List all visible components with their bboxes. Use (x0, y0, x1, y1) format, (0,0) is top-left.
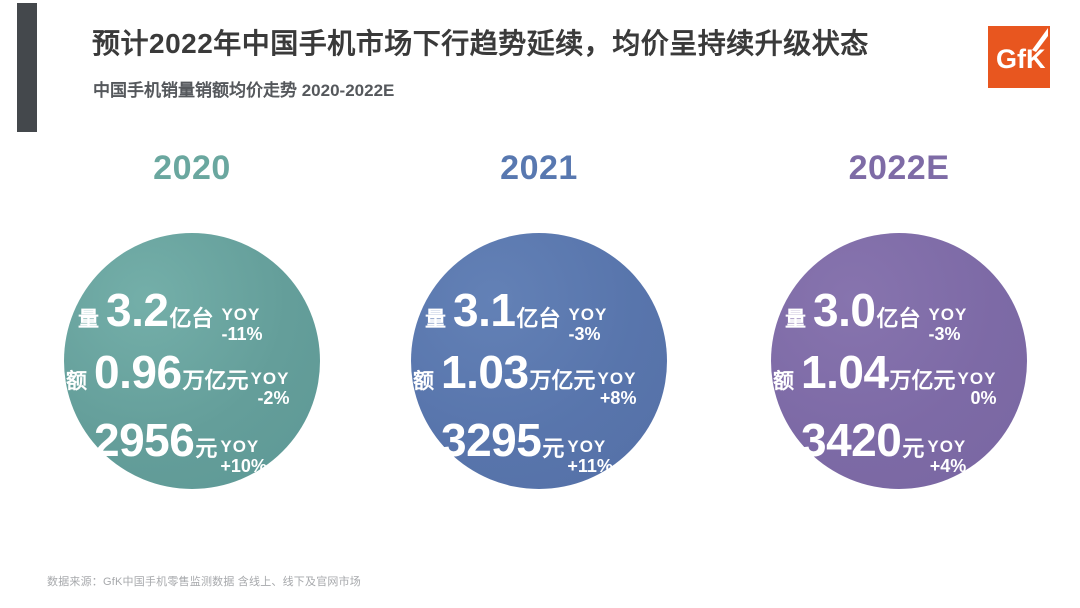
yoy-value: +8% (599, 387, 637, 408)
yoy-value: -11% (221, 323, 263, 344)
metric-label: 量 (425, 308, 446, 331)
metric-label: 价 (413, 438, 434, 461)
metric-row-revenue: 额 1.04 万亿元 YOY 0% (773, 349, 996, 412)
page-title: 预计2022年中国手机市场下行趋势延续，均价呈持续升级状态 (92, 28, 869, 59)
year-label-2022e: 2022E (848, 149, 950, 187)
metric-value: 2956 (94, 414, 195, 466)
metric-label: 额 (413, 370, 434, 393)
metric-rows-2020: 量 3.2 亿台 YOY -11% 额 0.96 万亿元 YOY -2% 价 2… (64, 233, 320, 489)
metric-label: 价 (773, 438, 794, 461)
yoy-value: -3% (568, 323, 601, 344)
yoy-block: YOY +4% (927, 438, 966, 476)
svg-text:GfK: GfK (996, 44, 1046, 74)
yoy-label: YOY (928, 305, 968, 324)
metric-rows-2021: 量 3.1 亿台 YOY -3% 额 1.03 万亿元 YOY +8% 价 32… (411, 233, 667, 489)
metric-label: 额 (66, 370, 87, 393)
metric-value: 1.03 (441, 346, 529, 398)
metric-value: 1.04 (801, 346, 889, 398)
yoy-block: YOY +8% (598, 370, 637, 408)
metric-value: 3.2 (106, 284, 169, 336)
yoy-label: YOY (220, 437, 260, 456)
metric-unit: 亿台 (876, 306, 921, 331)
header: 预计2022年中国手机市场下行趋势延续，均价呈持续升级状态 中国手机销量销额均价… (0, 0, 1080, 135)
yoy-value: +4% (929, 455, 967, 476)
yoy-label: YOY (250, 369, 290, 388)
yoy-block: YOY -2% (251, 370, 290, 408)
metric-row-volume: 量 3.0 亿台 YOY -3% (785, 287, 967, 350)
metric-unit: 元 (542, 436, 565, 461)
yoy-label: YOY (567, 437, 607, 456)
metric-row-price: 价 2956 元 YOY +10% (66, 417, 267, 480)
year-label-2021: 2021 (500, 149, 578, 187)
metric-row-volume: 量 3.2 亿台 YOY -11% (78, 287, 263, 350)
yoy-value: -2% (257, 387, 290, 408)
metric-value: 3295 (441, 414, 542, 466)
yoy-label: YOY (221, 305, 261, 324)
yoy-label: YOY (927, 437, 967, 456)
year-label-2020: 2020 (153, 149, 231, 187)
yoy-label: YOY (957, 369, 997, 388)
metric-value: 3420 (801, 414, 902, 466)
page-subtitle: 中国手机销量销额均价走势 2020-2022E (93, 81, 395, 100)
metric-row-revenue: 额 1.03 万亿元 YOY +8% (413, 349, 636, 412)
metric-row-price: 价 3420 元 YOY +4% (773, 417, 966, 480)
yoy-value: 0% (970, 387, 997, 408)
metric-unit: 元 (902, 436, 925, 461)
metric-unit: 万亿元 (889, 368, 956, 393)
metric-unit: 元 (195, 436, 218, 461)
yoy-block: YOY +11% (567, 438, 613, 476)
metric-circle-2020: 量 3.2 亿台 YOY -11% 额 0.96 万亿元 YOY -2% 价 2… (64, 233, 320, 489)
metric-value: 3.1 (453, 284, 516, 336)
metric-unit: 万亿元 (529, 368, 596, 393)
title-accent-bar (17, 3, 37, 132)
yoy-block: YOY 0% (958, 370, 997, 408)
yoy-block: YOY -3% (928, 306, 967, 344)
metric-circle-2022e: 量 3.0 亿台 YOY -3% 额 1.04 万亿元 YOY 0% 价 342… (771, 233, 1027, 489)
yoy-block: YOY -3% (568, 306, 607, 344)
yoy-block: YOY +10% (220, 438, 267, 476)
metric-rows-2022e: 量 3.0 亿台 YOY -3% 额 1.04 万亿元 YOY 0% 价 342… (771, 233, 1027, 489)
metric-circle-2021: 量 3.1 亿台 YOY -3% 额 1.03 万亿元 YOY +8% 价 32… (411, 233, 667, 489)
metric-label: 额 (773, 370, 794, 393)
yoy-value: -3% (928, 323, 961, 344)
metric-unit: 亿台 (169, 306, 214, 331)
metric-value: 0.96 (94, 346, 182, 398)
metric-unit: 亿台 (516, 306, 561, 331)
gfk-logo: GfK (988, 26, 1050, 88)
yoy-label: YOY (568, 305, 608, 324)
metric-row-revenue: 额 0.96 万亿元 YOY -2% (66, 349, 289, 412)
metric-value: 3.0 (813, 284, 876, 336)
metric-label: 量 (78, 308, 99, 331)
metric-label: 价 (66, 438, 87, 461)
source-note: 数据来源：GfK中国手机零售监测数据 含线上、线下及官网市场 (47, 576, 362, 588)
yoy-value: +11% (567, 455, 613, 476)
metric-unit: 万亿元 (182, 368, 249, 393)
yoy-value: +10% (220, 455, 267, 476)
metric-row-price: 价 3295 元 YOY +11% (413, 417, 613, 480)
yoy-label: YOY (597, 369, 637, 388)
metric-row-volume: 量 3.1 亿台 YOY -3% (425, 287, 607, 350)
metric-label: 量 (785, 308, 806, 331)
yoy-block: YOY -11% (221, 306, 262, 344)
